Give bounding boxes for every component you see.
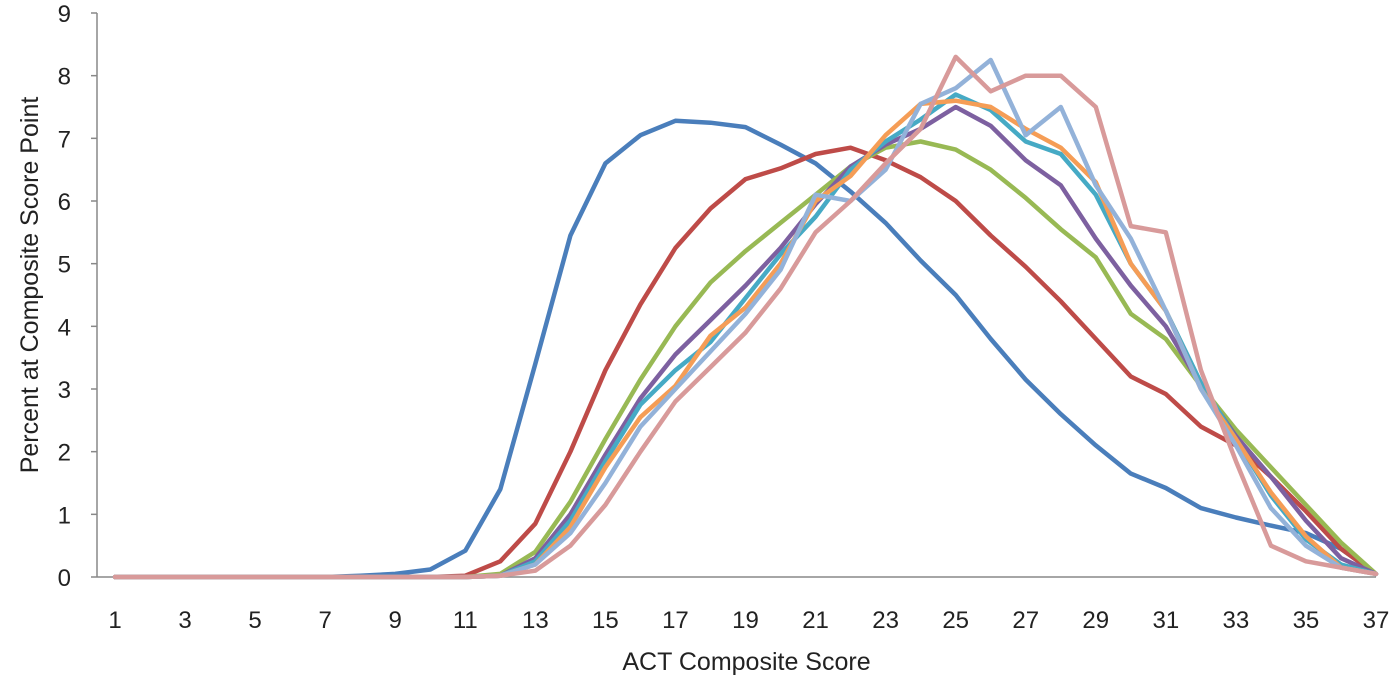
series-line-8 xyxy=(112,54,1379,580)
x-tick-label: 9 xyxy=(389,607,402,634)
y-tick-label: 7 xyxy=(58,126,71,153)
y-tick-label: 1 xyxy=(58,502,71,529)
x-tick-label: 29 xyxy=(1082,607,1109,634)
y-axis-title: Percent at Composite Score Point xyxy=(16,97,44,474)
x-tick-label: 21 xyxy=(802,607,829,634)
x-tick-label: 35 xyxy=(1293,607,1320,634)
y-tick-label: 4 xyxy=(58,314,71,341)
y-tick-label: 8 xyxy=(58,64,71,91)
y-tick-label: 2 xyxy=(58,440,71,467)
y-tick-label: 0 xyxy=(58,565,71,592)
x-tick-label: 7 xyxy=(318,607,331,634)
y-tick-label: 5 xyxy=(58,252,71,279)
y-tick-label: 9 xyxy=(58,1,71,28)
x-tick-label: 33 xyxy=(1223,607,1250,634)
x-tick-label: 27 xyxy=(1012,607,1039,634)
x-tick-label: 1 xyxy=(108,607,121,634)
y-tick-label: 3 xyxy=(58,377,71,404)
x-tick-label: 37 xyxy=(1363,607,1390,634)
x-tick-label: 13 xyxy=(522,607,549,634)
x-tick-label: 17 xyxy=(662,607,689,634)
x-tick-label: 19 xyxy=(732,607,759,634)
x-axis-title: ACT Composite Score xyxy=(622,648,870,676)
x-tick-label: 25 xyxy=(942,607,969,634)
series-line-6 xyxy=(112,98,1379,580)
x-tick-label: 5 xyxy=(248,607,261,634)
x-tick-label: 3 xyxy=(178,607,191,634)
x-tick-label: 31 xyxy=(1152,607,1179,634)
x-tick-label: 11 xyxy=(453,607,478,634)
x-tick-label: 15 xyxy=(592,607,619,634)
x-tick-label: 23 xyxy=(872,607,899,634)
y-tick-label: 6 xyxy=(58,189,71,216)
series-layer xyxy=(112,54,1379,580)
